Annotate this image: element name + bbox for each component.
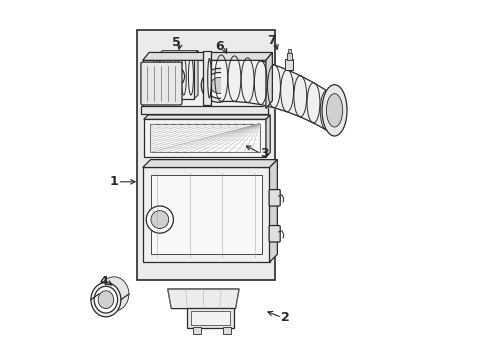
Polygon shape bbox=[269, 159, 277, 262]
Bar bbox=[286, 53, 291, 60]
Circle shape bbox=[146, 206, 173, 233]
Text: 1: 1 bbox=[109, 175, 118, 188]
Polygon shape bbox=[143, 115, 270, 119]
Ellipse shape bbox=[210, 77, 227, 94]
FancyBboxPatch shape bbox=[141, 106, 267, 113]
Polygon shape bbox=[265, 53, 272, 109]
Circle shape bbox=[166, 69, 180, 83]
Circle shape bbox=[162, 65, 184, 88]
Circle shape bbox=[151, 211, 168, 229]
Circle shape bbox=[162, 120, 166, 125]
Ellipse shape bbox=[201, 68, 237, 102]
Polygon shape bbox=[142, 53, 272, 60]
Text: 4: 4 bbox=[99, 275, 107, 288]
Polygon shape bbox=[167, 289, 239, 309]
FancyBboxPatch shape bbox=[141, 62, 182, 105]
Ellipse shape bbox=[322, 85, 346, 136]
Bar bbox=[192, 327, 200, 334]
Ellipse shape bbox=[325, 94, 342, 127]
Bar bbox=[187, 307, 233, 328]
Text: 3: 3 bbox=[259, 147, 268, 160]
Bar bbox=[142, 167, 269, 262]
Ellipse shape bbox=[94, 286, 117, 313]
Bar bbox=[159, 54, 194, 99]
Polygon shape bbox=[159, 51, 198, 54]
Bar bbox=[137, 30, 274, 280]
Ellipse shape bbox=[98, 291, 114, 309]
Ellipse shape bbox=[205, 73, 232, 98]
Ellipse shape bbox=[99, 277, 129, 311]
Text: 6: 6 bbox=[215, 40, 224, 53]
FancyBboxPatch shape bbox=[268, 190, 280, 206]
FancyBboxPatch shape bbox=[142, 60, 265, 109]
Bar bbox=[223, 327, 230, 334]
Bar bbox=[203, 51, 210, 105]
Bar bbox=[285, 59, 293, 70]
Text: 2: 2 bbox=[281, 311, 289, 324]
FancyBboxPatch shape bbox=[268, 226, 280, 242]
Polygon shape bbox=[142, 159, 277, 167]
Bar bbox=[287, 49, 290, 53]
Text: 5: 5 bbox=[172, 36, 181, 49]
Bar bbox=[190, 311, 230, 325]
Circle shape bbox=[159, 117, 169, 127]
Polygon shape bbox=[194, 51, 198, 99]
Ellipse shape bbox=[91, 283, 121, 317]
Text: 7: 7 bbox=[266, 34, 275, 47]
Bar bbox=[143, 119, 265, 157]
Ellipse shape bbox=[207, 58, 211, 98]
Bar bbox=[150, 123, 259, 153]
Bar bbox=[150, 175, 261, 254]
Polygon shape bbox=[265, 115, 270, 157]
